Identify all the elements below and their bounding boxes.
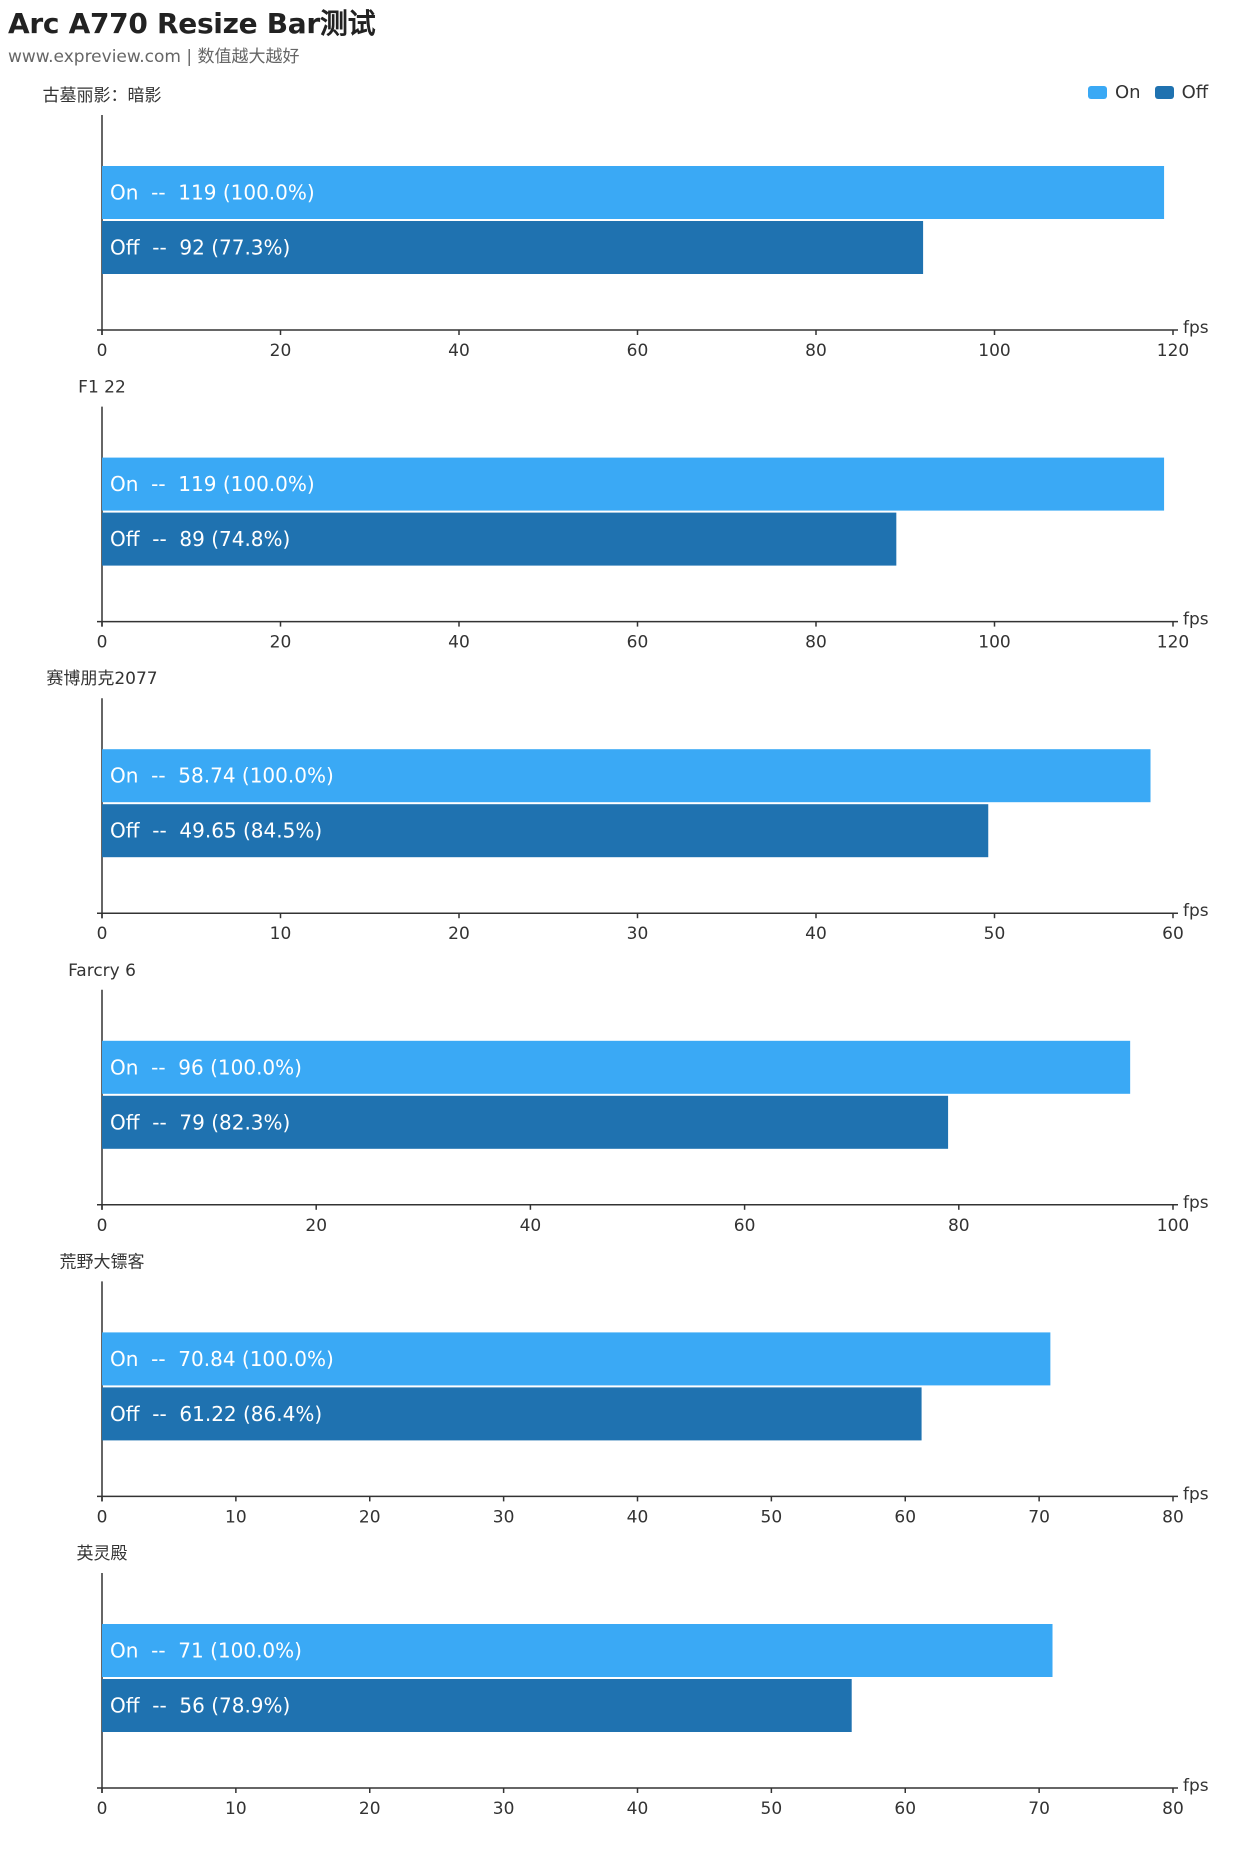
x-tick-label-5-8: 80 — [1162, 1799, 1184, 1819]
x-tick-label-5-4: 40 — [627, 1799, 649, 1819]
bar-label-on-1: On -- 119 (100.0%) — [110, 472, 315, 496]
x-tick-label-4-6: 60 — [894, 1507, 916, 1527]
x-tick-label-5-1: 10 — [225, 1799, 247, 1819]
bar-off-3 — [102, 1095, 949, 1149]
x-tick-label-5-2: 20 — [359, 1799, 381, 1819]
x-tick-label-0-6: 120 — [1157, 341, 1189, 361]
bar-off-1 — [102, 512, 897, 566]
panel-title-2: 赛博朋克2077 — [46, 668, 157, 689]
panel-title-3: Farcry 6 — [68, 961, 136, 981]
x-tick-label-1-3: 60 — [627, 633, 649, 653]
x-tick-label-4-1: 10 — [225, 1507, 247, 1527]
x-tick-label-2-2: 20 — [448, 924, 470, 944]
bar-on-1 — [102, 457, 1165, 511]
bar-off-4 — [102, 1387, 922, 1441]
bar-label-on-4: On -- 70.84 (100.0%) — [110, 1347, 334, 1371]
bar-off-0 — [102, 221, 924, 274]
x-tick-label-2-0: 0 — [97, 924, 108, 944]
bar-on-4 — [102, 1332, 1051, 1386]
legend-swatch-off — [1154, 86, 1174, 99]
x-tick-label-5-5: 50 — [761, 1799, 783, 1819]
x-tick-label-2-6: 60 — [1162, 924, 1184, 944]
x-tick-label-4-7: 70 — [1028, 1507, 1050, 1527]
x-tick-label-2-5: 50 — [984, 924, 1006, 944]
x-tick-label-4-3: 30 — [493, 1507, 515, 1527]
x-tick-label-3-0: 0 — [97, 1216, 108, 1236]
x-tick-label-3-2: 40 — [520, 1216, 542, 1236]
bar-label-on-5: On -- 71 (100.0%) — [110, 1639, 302, 1663]
bar-label-on-3: On -- 96 (100.0%) — [110, 1055, 302, 1079]
panel-title-1: F1 22 — [78, 378, 126, 398]
x-unit-label-5: fps — [1183, 1776, 1209, 1796]
legend-label-off: Off — [1181, 82, 1209, 103]
bar-off-2 — [102, 804, 989, 858]
x-tick-label-3-1: 20 — [305, 1216, 327, 1236]
bar-label-off-0: Off -- 92 (77.3%) — [110, 236, 290, 260]
x-tick-label-1-0: 0 — [97, 633, 108, 653]
bar-off-5 — [102, 1679, 852, 1732]
bar-label-off-2: Off -- 49.65 (84.5%) — [110, 819, 322, 843]
legend-item-on[interactable]: On — [1088, 82, 1141, 103]
x-tick-label-3-3: 60 — [734, 1216, 756, 1236]
x-tick-label-3-4: 80 — [948, 1216, 970, 1236]
bar-label-off-4: Off -- 61.22 (86.4%) — [110, 1402, 322, 1426]
legend-item-off[interactable]: Off — [1154, 82, 1209, 103]
x-tick-label-1-5: 100 — [978, 633, 1010, 653]
bar-on-5 — [102, 1624, 1053, 1677]
x-unit-label-3: fps — [1183, 1193, 1209, 1213]
bar-label-off-3: Off -- 79 (82.3%) — [110, 1110, 290, 1134]
x-tick-label-5-3: 30 — [493, 1799, 515, 1819]
x-unit-label-4: fps — [1183, 1484, 1209, 1504]
x-tick-label-3-5: 100 — [1157, 1216, 1189, 1236]
x-tick-label-0-3: 60 — [627, 341, 649, 361]
bar-label-off-1: Off -- 89 (74.8%) — [110, 527, 290, 551]
x-tick-label-0-5: 100 — [978, 341, 1010, 361]
x-tick-label-1-4: 80 — [805, 633, 827, 653]
bar-label-on-0: On -- 119 (100.0%) — [110, 181, 315, 205]
legend-swatch-on — [1088, 86, 1107, 99]
x-tick-label-1-2: 40 — [448, 633, 470, 653]
x-unit-label-1: fps — [1183, 610, 1209, 630]
x-tick-label-4-2: 20 — [359, 1507, 381, 1527]
x-tick-label-0-2: 40 — [448, 341, 470, 361]
chart-title: Arc A770 Resize Bar测试 — [8, 7, 376, 40]
x-tick-label-1-6: 120 — [1157, 633, 1189, 653]
x-tick-label-4-5: 50 — [761, 1507, 783, 1527]
x-unit-label-0: fps — [1183, 318, 1209, 338]
bar-on-0 — [102, 166, 1165, 219]
x-tick-label-0-4: 80 — [805, 341, 827, 361]
x-tick-label-2-4: 40 — [805, 924, 827, 944]
x-tick-label-4-4: 40 — [627, 1507, 649, 1527]
x-tick-label-0-0: 0 — [97, 341, 108, 361]
x-tick-label-4-8: 80 — [1162, 1507, 1184, 1527]
panel-title-5: 英灵殿 — [77, 1544, 128, 1564]
x-tick-label-2-1: 10 — [270, 924, 292, 944]
x-tick-label-5-6: 60 — [894, 1799, 916, 1819]
bar-on-3 — [102, 1040, 1131, 1094]
chart-subtitle: www.expreview.com | 数值越大越好 — [8, 47, 300, 67]
x-tick-label-1-1: 20 — [270, 633, 292, 653]
x-tick-label-0-1: 20 — [270, 341, 292, 361]
bar-on-2 — [102, 749, 1151, 803]
x-tick-label-5-7: 70 — [1028, 1799, 1050, 1819]
bar-label-off-5: Off -- 56 (78.9%) — [110, 1694, 290, 1718]
panel-title-4: 荒野大镖客 — [60, 1252, 145, 1272]
bar-label-on-2: On -- 58.74 (100.0%) — [110, 764, 334, 788]
x-tick-label-4-0: 0 — [97, 1507, 108, 1527]
panel-title-0: 古墓丽影：暗影 — [43, 86, 162, 106]
x-tick-label-5-0: 0 — [97, 1799, 108, 1819]
x-unit-label-2: fps — [1183, 901, 1209, 921]
legend-label-on: On — [1115, 82, 1141, 103]
x-tick-label-2-3: 30 — [627, 924, 649, 944]
legend: On Off — [1088, 82, 1222, 103]
